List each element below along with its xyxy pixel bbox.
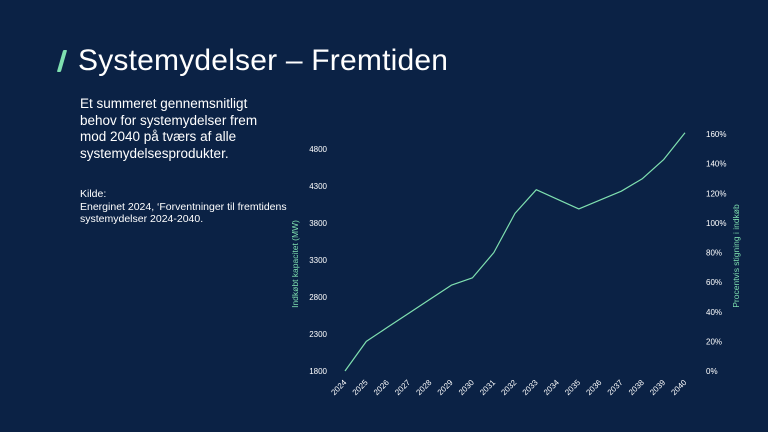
y2-axis-title: Procentvis stigning i indkøb (731, 204, 741, 308)
y-tick-label: 2800 (309, 293, 327, 302)
series-line (344, 132, 686, 372)
x-tick-label: 2025 (351, 378, 370, 397)
y2-tick-label: 20% (706, 337, 722, 346)
y2-tick-label: 80% (706, 249, 722, 258)
y-axis-title: Indkøbt kapacitet (MW) (290, 220, 300, 308)
slide-title: Systemydelser – Fremtiden (78, 44, 449, 77)
y-axis-ticks: 1800 2300 2800 3300 3800 4300 4800 (309, 145, 327, 376)
y-tick-label: 2300 (309, 330, 327, 339)
x-tick-label: 2039 (648, 378, 667, 397)
x-tick-label: 2027 (393, 378, 412, 397)
y2-tick-label: 0% (706, 367, 718, 376)
x-tick-label: 2029 (436, 378, 455, 397)
x-tick-label: 2034 (542, 378, 561, 397)
y-tick-label: 4300 (309, 182, 327, 191)
y2-tick-label: 100% (706, 219, 726, 228)
source-text: Energinet 2024, ‘Forventninger til fremt… (80, 200, 287, 226)
x-tick-label: 2024 (329, 378, 348, 397)
y2-tick-label: 60% (706, 278, 722, 287)
x-tick-label: 2040 (669, 378, 688, 397)
y-tick-label: 3300 (309, 256, 327, 265)
y-tick-label: 3800 (309, 219, 327, 228)
y2-tick-label: 120% (706, 189, 726, 198)
x-axis-ticks: 2024 2025 2026 2027 2028 2029 2030 2031 2032 2033… (329, 378, 688, 397)
y2-tick-label: 160% (706, 130, 726, 139)
y2-tick-label: 140% (706, 160, 726, 169)
x-tick-label: 2030 (457, 378, 476, 397)
y-tick-label: 1800 (309, 367, 327, 376)
source-block: Kilde: Energinet 2024, ‘Forventninger ti… (80, 188, 290, 226)
x-tick-label: 2035 (563, 378, 582, 397)
x-tick-label: 2037 (606, 378, 625, 397)
y2-axis-ticks: 0% 20% 40% 60% 80% 100% 120% 140% 160% (706, 130, 726, 376)
x-tick-label: 2032 (499, 378, 518, 397)
x-tick-label: 2026 (372, 378, 391, 397)
slide-header: Systemydelser – Fremtiden (56, 44, 449, 78)
x-tick-label: 2028 (414, 378, 433, 397)
x-tick-label: 2036 (584, 378, 603, 397)
x-tick-label: 2038 (627, 378, 646, 397)
y-tick-label: 4800 (309, 145, 327, 154)
x-tick-label: 2031 (478, 378, 497, 397)
y2-tick-label: 40% (706, 308, 722, 317)
source-label: Kilde: (80, 188, 107, 200)
description-text: Et summeret gennemsnitligt behov for sys… (80, 96, 258, 161)
x-tick-label: 2033 (521, 378, 540, 397)
